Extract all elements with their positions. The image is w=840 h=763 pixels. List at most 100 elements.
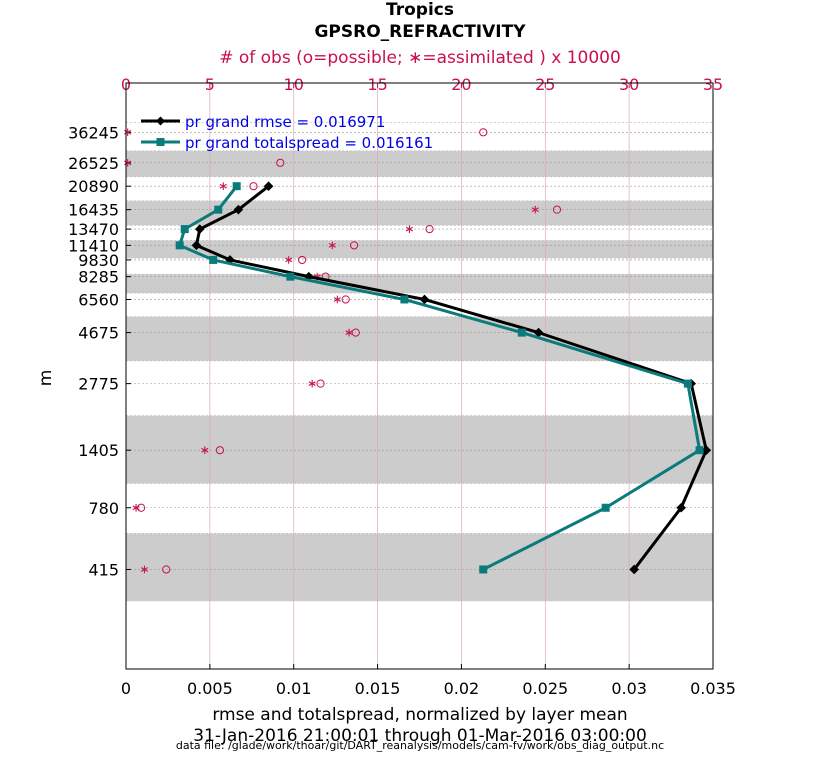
spread-point xyxy=(683,379,692,388)
rmse-point xyxy=(194,224,205,234)
asterisk-stroke xyxy=(140,567,149,572)
y-tick-label: 780 xyxy=(88,499,119,518)
rmse-line xyxy=(194,185,708,571)
shaded-layer xyxy=(126,274,713,294)
legend-spread-marker xyxy=(156,138,165,146)
asterisk-stroke xyxy=(124,160,132,166)
obs-possible-marker xyxy=(136,503,146,512)
top-tick-label: 20 xyxy=(451,75,471,94)
obs-possible-marker xyxy=(349,241,359,250)
y-tick-label: 16435 xyxy=(68,201,119,220)
top-tick-label: 10 xyxy=(284,75,304,94)
obs-possible-marker xyxy=(249,182,258,191)
obs-assimilated-marker xyxy=(201,446,209,454)
rmse-point xyxy=(629,564,639,575)
y-tick-label: 4675 xyxy=(78,324,119,343)
x-tick-label: 0.015 xyxy=(355,679,401,698)
top-tick-label: 30 xyxy=(619,75,639,94)
asterisk-stroke xyxy=(405,226,414,232)
legend-rmse-label: pr grand rmse = 0.016971 xyxy=(185,113,385,131)
legend: pr grand rmse = 0.016971 pr grand totals… xyxy=(141,113,433,152)
asterisk-stroke xyxy=(132,505,140,511)
x-tick-label: 0.02 xyxy=(444,679,480,698)
legend-spread-label: pr grand totalspread = 0.016161 xyxy=(185,134,433,152)
y-tick-label: 13470 xyxy=(68,220,119,239)
obs-assimilated-marker xyxy=(285,256,293,264)
obs-assimilated-marker xyxy=(124,128,132,137)
x-tick-label: 0.025 xyxy=(522,679,568,698)
x-tick-label: 0.03 xyxy=(611,679,647,698)
spread-point xyxy=(214,205,223,214)
y-tick-label: 1405 xyxy=(78,441,119,460)
spread-point xyxy=(601,503,610,512)
y-tick-label: 11410 xyxy=(68,236,119,255)
shaded-layer xyxy=(126,316,713,361)
legend-rmse-marker xyxy=(156,116,165,126)
obs-possible-marker xyxy=(341,295,350,304)
asterisk-stroke xyxy=(333,297,341,302)
chart-subtitle: GPSRO_REFRACTIVITY xyxy=(314,22,526,42)
rmse-point xyxy=(263,181,274,191)
top-tick-labels: 0 5 10 15 20 25 30 35 xyxy=(121,75,723,94)
y-tick-label: 36245 xyxy=(68,123,119,142)
rmse-point xyxy=(191,240,202,251)
x-tick-label: 0.005 xyxy=(187,679,233,698)
y-tick-label: 20890 xyxy=(68,177,119,196)
obs-assimilated-marker xyxy=(140,565,149,574)
y-tick-label: 9830 xyxy=(78,251,119,270)
obs-possible-marker xyxy=(552,205,562,214)
plot-frame xyxy=(125,82,714,670)
obs-assimilated-marker xyxy=(308,379,316,388)
obs-possible-marker xyxy=(479,128,488,137)
obs-possible-marker xyxy=(425,225,434,234)
asterisk-stroke xyxy=(345,330,353,335)
top-tick-label: 15 xyxy=(367,75,387,94)
shaded-layer xyxy=(126,150,713,177)
obs-assimilated-marker xyxy=(531,205,539,214)
shaded-layer xyxy=(126,240,713,259)
x-tick-label: 0.01 xyxy=(276,679,312,698)
obs-assimilated-marker xyxy=(328,241,336,250)
y-tick-label: 8285 xyxy=(78,268,119,287)
x-tick-label: 0 xyxy=(121,679,131,698)
obs-assimilated-marker xyxy=(405,225,414,233)
asterisk-stroke xyxy=(219,183,227,189)
asterisk-stroke xyxy=(308,381,316,387)
rmse-point xyxy=(701,445,712,455)
spread-point xyxy=(479,565,488,574)
x-tick-label: 0.035 xyxy=(690,679,736,698)
obs-possible-marker xyxy=(276,158,285,167)
data-file-path: data file: /glade/work/thoar/git/DART_re… xyxy=(176,739,664,752)
obs-possible-marker xyxy=(351,328,360,337)
asterisk-stroke xyxy=(201,447,209,453)
obs-possible-marker xyxy=(162,565,171,574)
obs-possible-marker xyxy=(316,379,325,388)
y-axis-label: m xyxy=(36,370,56,387)
spread-point xyxy=(180,225,189,234)
spread-point xyxy=(232,182,241,191)
spread-line xyxy=(178,185,702,571)
asterisk-stroke xyxy=(285,257,293,263)
chart-title: Tropics xyxy=(386,0,454,20)
rmse-point xyxy=(676,502,686,513)
top-tick-label: 25 xyxy=(535,75,555,94)
rmse-point xyxy=(533,327,544,338)
rmse-point xyxy=(225,255,235,265)
shaded-layer xyxy=(126,533,713,602)
top-tick-label: 5 xyxy=(205,75,215,94)
grid-lines xyxy=(125,83,714,669)
asterisk-stroke xyxy=(124,129,132,135)
top-axis-label: # of obs (o=possible; ∗=assimilated ) x … xyxy=(219,48,621,68)
y-tick-labels: 415 780 1405 2775 4675 6560 828598301141013470… xyxy=(68,123,131,579)
y-tick-label: 6560 xyxy=(78,290,119,309)
rmse-point xyxy=(233,204,244,215)
asterisk-stroke xyxy=(531,207,539,213)
x-axis-label: rmse and totalspread, normalized by laye… xyxy=(212,705,627,725)
spread-point xyxy=(517,328,526,337)
spread-point xyxy=(695,446,704,455)
spread-point xyxy=(400,295,409,304)
obs-count-markers xyxy=(124,128,562,574)
rmse-point xyxy=(419,294,430,305)
spread-point xyxy=(286,272,295,281)
